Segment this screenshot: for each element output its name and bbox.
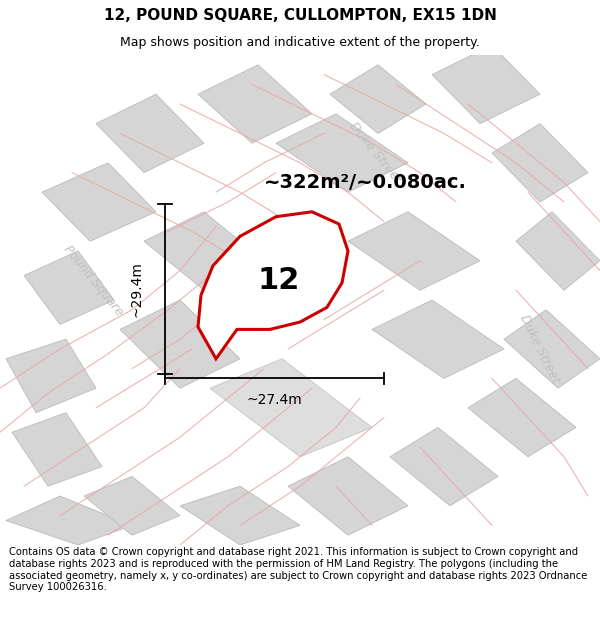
- Polygon shape: [288, 457, 408, 535]
- Polygon shape: [42, 162, 156, 241]
- Polygon shape: [330, 65, 426, 133]
- Polygon shape: [24, 251, 114, 324]
- Text: Duke Street: Duke Street: [518, 312, 562, 386]
- Polygon shape: [390, 428, 498, 506]
- Text: Map shows position and indicative extent of the property.: Map shows position and indicative extent…: [120, 36, 480, 49]
- Polygon shape: [516, 212, 600, 290]
- Text: ~322m²/~0.080ac.: ~322m²/~0.080ac.: [264, 173, 467, 192]
- Polygon shape: [198, 212, 348, 359]
- Polygon shape: [144, 212, 264, 290]
- Polygon shape: [432, 45, 540, 124]
- Polygon shape: [96, 94, 204, 172]
- Polygon shape: [180, 486, 300, 545]
- Text: Contains OS data © Crown copyright and database right 2021. This information is : Contains OS data © Crown copyright and d…: [9, 548, 587, 592]
- Polygon shape: [198, 65, 312, 143]
- Polygon shape: [504, 310, 600, 388]
- Text: ~27.4m: ~27.4m: [247, 393, 302, 407]
- Text: 12, POUND SQUARE, CULLOMPTON, EX15 1DN: 12, POUND SQUARE, CULLOMPTON, EX15 1DN: [104, 8, 496, 23]
- Text: Duke Street: Duke Street: [346, 120, 404, 186]
- Text: 12: 12: [258, 266, 300, 295]
- Polygon shape: [84, 476, 180, 535]
- Polygon shape: [120, 300, 240, 388]
- Polygon shape: [492, 124, 588, 202]
- Text: Pound Square: Pound Square: [61, 242, 125, 318]
- Text: ~29.4m: ~29.4m: [129, 261, 143, 317]
- Polygon shape: [372, 300, 504, 378]
- Polygon shape: [6, 496, 132, 545]
- Polygon shape: [276, 114, 408, 192]
- Polygon shape: [6, 339, 96, 412]
- Polygon shape: [210, 359, 372, 457]
- Polygon shape: [348, 212, 480, 290]
- Polygon shape: [12, 412, 102, 486]
- Polygon shape: [468, 378, 576, 457]
